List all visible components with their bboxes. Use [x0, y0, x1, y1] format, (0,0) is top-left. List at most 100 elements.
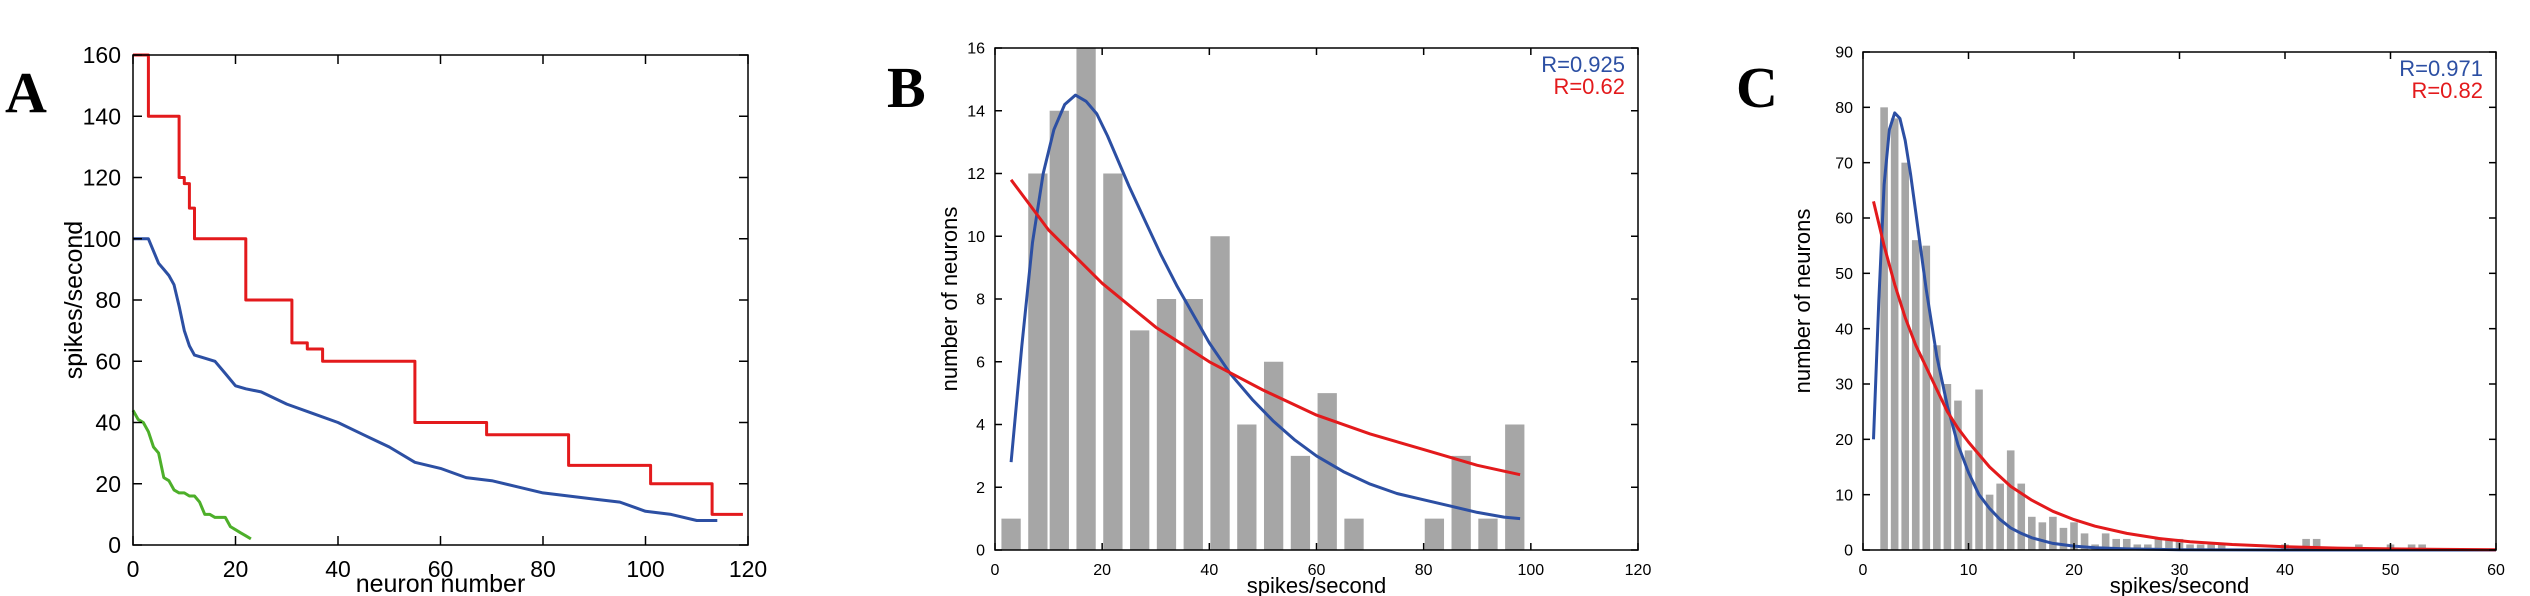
x-tick-label: 100 [626, 556, 664, 582]
histogram-bar [1451, 455, 1471, 550]
y-tick-label: 60 [1835, 211, 1853, 228]
histogram-bar [1076, 48, 1096, 550]
histogram-bar [1001, 518, 1021, 550]
series-line [133, 53, 743, 516]
y-tick-label: 80 [1835, 100, 1853, 117]
histogram-bar [2070, 522, 2078, 550]
histogram-bar [1317, 393, 1337, 550]
y-tick-label: 40 [95, 410, 121, 436]
histogram-bar [1901, 162, 1909, 550]
y-tick-label: 90 [1835, 45, 1853, 62]
x-tick-label: 20 [223, 556, 249, 582]
histogram-bar [2407, 544, 2416, 550]
histogram-bar [2038, 522, 2047, 550]
x-tick-label: 100 [1517, 562, 1544, 579]
histogram-bar [1954, 400, 1962, 550]
histogram-bar [1183, 299, 1203, 550]
panel-letter: C [1736, 55, 1778, 120]
y-tick-label: 70 [1835, 155, 1853, 172]
x-tick-label: 40 [1200, 562, 1218, 579]
x-tick-label: 0 [1859, 562, 1868, 579]
x-tick-label: 50 [2382, 562, 2400, 579]
histogram-bar [1505, 424, 1525, 550]
histogram-bar [1424, 518, 1445, 550]
histogram-bar [1263, 361, 1284, 550]
x-tick-label: 60 [2487, 562, 2505, 579]
fit-curve [1009, 178, 1521, 477]
y-tick-label: 10 [1835, 487, 1853, 504]
histogram-bar [2133, 544, 2142, 550]
histogram-bar [2144, 544, 2152, 550]
histogram-bar [1103, 173, 1123, 550]
y-tick-label: 4 [976, 417, 985, 434]
fit-legend-label: R=0.925 [1541, 52, 1625, 77]
x-axis-label: spikes/second [1247, 573, 1386, 596]
histogram-bar [2302, 538, 2310, 550]
y-tick-label: 0 [1844, 543, 1853, 560]
histogram-bar [1210, 236, 1230, 550]
y-tick-label: 0 [976, 543, 985, 560]
histogram-bar [1290, 455, 1311, 550]
histogram-bar [1943, 384, 1952, 550]
x-tick-label: 0 [991, 562, 1000, 579]
histogram-bar [1344, 518, 1364, 550]
y-tick-label: 0 [108, 532, 121, 558]
y-tick-label: 20 [95, 471, 121, 497]
histogram-bar [1922, 245, 1931, 550]
fit-legend-label: R=0.971 [2399, 56, 2483, 81]
y-tick-label: 2 [976, 480, 985, 497]
y-tick-label: 16 [967, 41, 985, 58]
plot-frame [132, 54, 749, 546]
histogram-bar [1237, 424, 1257, 550]
panel-letter: A [5, 60, 47, 125]
y-tick-label: 120 [83, 165, 121, 191]
panel-letter: B [887, 55, 926, 120]
y-tick-label: 50 [1835, 266, 1853, 283]
histogram-bar [1911, 240, 1920, 550]
y-tick-label: 20 [1835, 432, 1853, 449]
y-tick-label: 14 [967, 103, 985, 120]
y-axis-label: spikes/second [60, 221, 88, 379]
x-tick-label: 60 [1308, 562, 1326, 579]
histogram-bar [1964, 450, 1973, 550]
x-tick-label: 120 [1625, 562, 1652, 579]
histogram-bar [2312, 538, 2321, 550]
x-tick-label: 0 [127, 556, 140, 582]
histogram-bar [2165, 538, 2173, 550]
y-tick-label: 6 [976, 354, 985, 371]
y-tick-label: 80 [95, 287, 121, 313]
histogram-bar [1028, 173, 1048, 550]
histogram-bar [1880, 107, 1888, 550]
panel-b: B 0 20 40 60 80 100 120 0 2 4 6 8 10 12 14 16 spikes/seco… [887, 41, 1651, 596]
histogram-bar [1933, 345, 1941, 550]
fit-legend-label: R=0.82 [2411, 78, 2483, 103]
y-tick-label: 60 [95, 348, 121, 374]
y-tick-label: 100 [83, 226, 121, 252]
series-line [131, 409, 252, 541]
x-tick-label: 20 [1093, 562, 1111, 579]
x-tick-label: 40 [2276, 562, 2294, 579]
histogram-bar [2049, 516, 2057, 550]
y-tick-label: 10 [967, 229, 985, 246]
histogram-bar [2217, 544, 2226, 550]
histogram-bar [2017, 483, 2026, 550]
y-tick-label: 12 [967, 166, 985, 183]
y-tick-label: 40 [1835, 321, 1853, 338]
x-tick-label: 120 [729, 556, 767, 582]
histogram-bar [1156, 299, 1177, 550]
y-axis-label: number of neurons [1790, 209, 1815, 394]
y-tick-label: 160 [83, 42, 121, 68]
histogram-bar [2186, 544, 2194, 550]
histogram-bar [1985, 494, 1994, 550]
histogram-bar [1478, 518, 1498, 550]
y-tick-label: 8 [976, 292, 985, 309]
x-tick-label: 40 [325, 556, 351, 582]
x-tick-label: 80 [530, 556, 556, 582]
histogram-bar [1130, 330, 1150, 550]
histogram-bar [2059, 527, 2068, 550]
x-tick-label: 10 [1960, 562, 1978, 579]
histogram-bar [1975, 389, 1983, 550]
histogram-bar [2080, 533, 2089, 550]
histogram-bar [1996, 483, 2004, 550]
